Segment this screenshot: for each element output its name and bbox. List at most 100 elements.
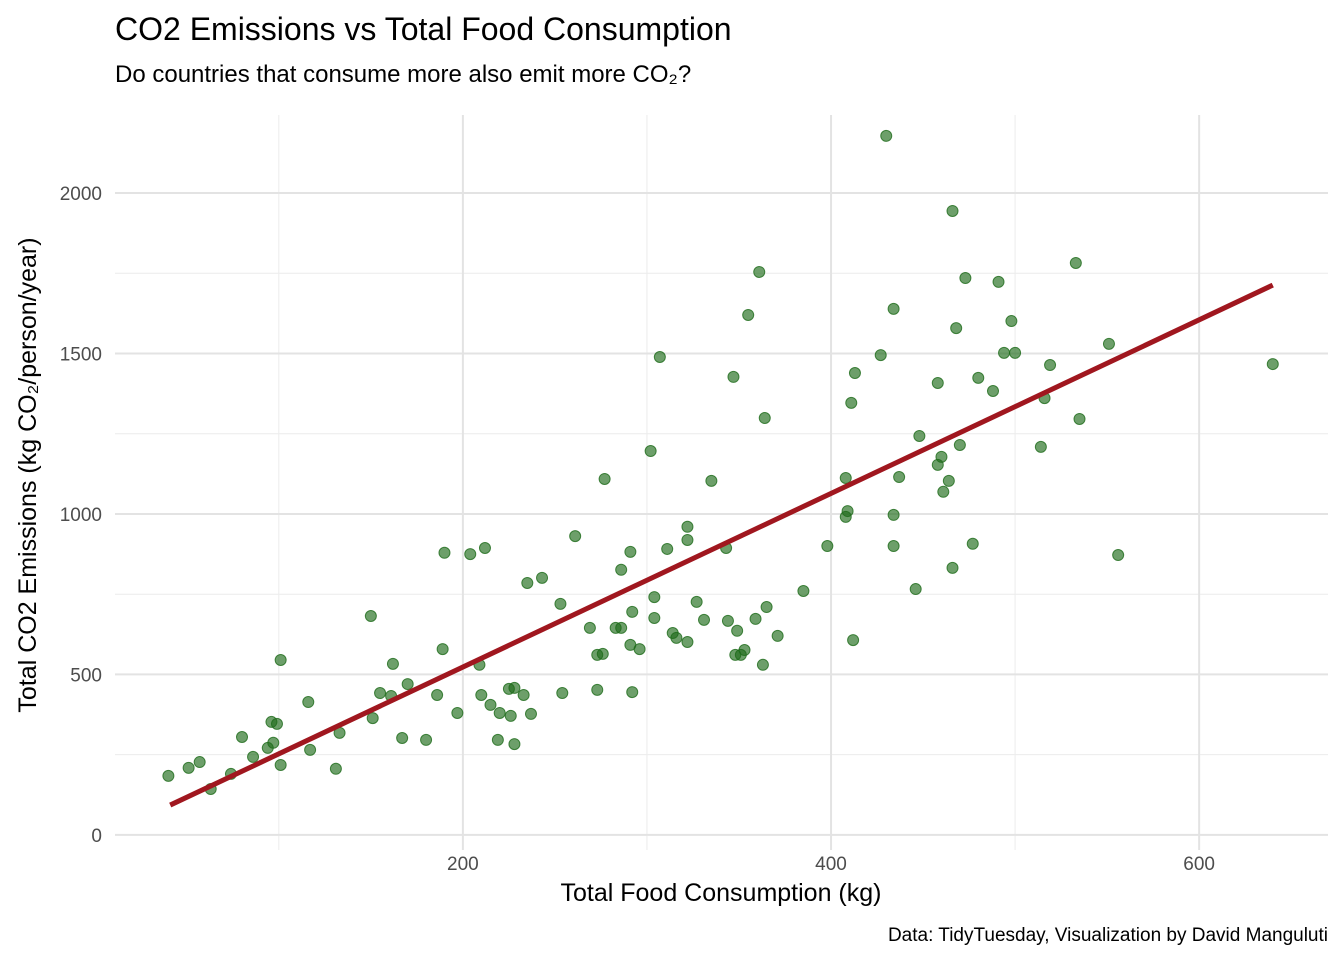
point bbox=[366, 712, 379, 725]
point bbox=[731, 624, 744, 637]
point bbox=[992, 275, 1005, 288]
y-axis-label: Total CO2 Emissions (kg CO₂/person/year) bbox=[14, 237, 42, 712]
point bbox=[797, 584, 810, 597]
point bbox=[420, 733, 433, 746]
point bbox=[887, 540, 900, 553]
y-tick-label: 2000 bbox=[60, 184, 102, 205]
point bbox=[653, 351, 666, 364]
point bbox=[504, 709, 517, 722]
point bbox=[887, 508, 900, 521]
y-tick-label: 500 bbox=[70, 665, 102, 686]
point bbox=[848, 367, 861, 380]
point bbox=[329, 762, 342, 775]
point bbox=[998, 346, 1011, 359]
point bbox=[302, 696, 315, 709]
point bbox=[950, 322, 963, 335]
point bbox=[508, 681, 521, 694]
grid: 200 400 600 0 500 1000 1500 2000 bbox=[60, 115, 1328, 875]
y-tick-label: 0 bbox=[91, 826, 102, 847]
point bbox=[705, 474, 718, 487]
point bbox=[1044, 359, 1057, 372]
point bbox=[946, 561, 959, 574]
point bbox=[839, 510, 852, 523]
point bbox=[839, 472, 852, 485]
trend-line bbox=[169, 282, 1274, 808]
point bbox=[478, 541, 491, 554]
point bbox=[615, 621, 628, 634]
point bbox=[267, 736, 280, 749]
caption: Data: TidyTuesday, Visualization by Davi… bbox=[888, 925, 1328, 946]
point bbox=[247, 750, 260, 763]
point bbox=[887, 302, 900, 315]
point bbox=[274, 758, 287, 771]
marks bbox=[162, 129, 1279, 808]
point bbox=[760, 601, 773, 614]
point bbox=[959, 272, 972, 285]
point bbox=[182, 761, 195, 774]
chart-title: CO2 Emissions vs Total Food Consumption bbox=[115, 11, 732, 47]
point bbox=[193, 756, 206, 769]
point bbox=[749, 612, 762, 625]
point bbox=[1009, 346, 1022, 359]
x-tick-label: 600 bbox=[1183, 854, 1215, 875]
point bbox=[681, 636, 694, 649]
point bbox=[661, 542, 674, 555]
chart-subtitle: Do countries that consume more also emit… bbox=[115, 61, 691, 88]
point bbox=[626, 686, 639, 699]
point bbox=[935, 450, 948, 463]
point bbox=[304, 743, 317, 756]
point bbox=[758, 411, 771, 424]
point bbox=[644, 445, 657, 458]
point bbox=[556, 687, 569, 700]
point bbox=[972, 371, 985, 384]
point bbox=[517, 688, 530, 701]
point bbox=[771, 629, 784, 642]
point bbox=[909, 583, 922, 596]
point bbox=[583, 621, 596, 634]
point bbox=[484, 698, 497, 711]
point bbox=[596, 647, 609, 660]
point bbox=[931, 377, 944, 390]
x-axis-label: Total Food Consumption (kg) bbox=[561, 879, 882, 907]
point bbox=[236, 731, 249, 744]
point bbox=[436, 643, 449, 656]
point bbox=[913, 429, 926, 442]
point bbox=[690, 595, 703, 608]
point bbox=[742, 308, 755, 321]
point bbox=[491, 733, 504, 746]
point bbox=[626, 605, 639, 618]
point bbox=[893, 471, 906, 484]
point bbox=[1069, 256, 1082, 269]
point bbox=[1102, 337, 1115, 350]
point bbox=[1112, 549, 1125, 562]
point bbox=[845, 396, 858, 409]
point bbox=[681, 520, 694, 533]
point bbox=[475, 688, 488, 701]
point bbox=[821, 540, 834, 553]
x-tick-label: 200 bbox=[447, 854, 479, 875]
point bbox=[681, 533, 694, 546]
point bbox=[508, 738, 521, 751]
point bbox=[738, 644, 751, 657]
y-tick-label: 1500 bbox=[60, 344, 102, 365]
point bbox=[431, 688, 444, 701]
point bbox=[648, 611, 661, 624]
point bbox=[569, 530, 582, 543]
point bbox=[942, 474, 955, 487]
point bbox=[1005, 315, 1018, 328]
point bbox=[698, 613, 711, 626]
point bbox=[946, 204, 959, 217]
point bbox=[1266, 358, 1279, 371]
x-tick-label: 400 bbox=[815, 854, 847, 875]
point bbox=[847, 634, 860, 647]
point bbox=[1073, 412, 1086, 425]
point bbox=[966, 537, 979, 550]
point bbox=[554, 597, 567, 610]
point bbox=[1034, 440, 1047, 453]
point bbox=[536, 571, 549, 584]
point bbox=[670, 631, 683, 644]
y-tick-label: 1000 bbox=[60, 505, 102, 526]
point bbox=[624, 545, 637, 558]
point bbox=[648, 591, 661, 604]
